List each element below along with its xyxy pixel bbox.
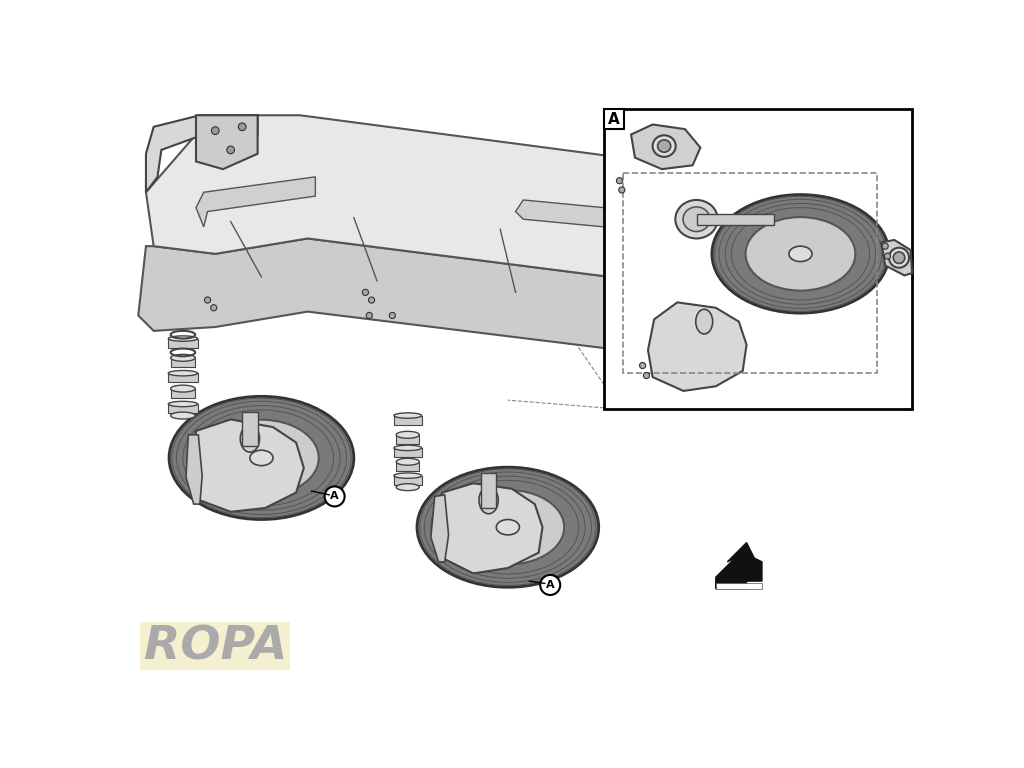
Ellipse shape [394, 473, 422, 478]
Ellipse shape [171, 385, 196, 392]
Bar [168, 339, 198, 348]
Polygon shape [193, 419, 304, 511]
Ellipse shape [394, 445, 422, 451]
Circle shape [616, 177, 623, 184]
Bar [394, 475, 422, 485]
Bar [624, 173, 878, 373]
Polygon shape [437, 483, 543, 574]
Bar [171, 358, 196, 367]
Ellipse shape [712, 194, 889, 313]
Polygon shape [515, 200, 685, 234]
Polygon shape [716, 543, 762, 589]
Ellipse shape [204, 420, 318, 496]
Bar [243, 412, 258, 446]
Text: A: A [546, 580, 555, 590]
Circle shape [226, 146, 234, 154]
Text: A: A [608, 111, 620, 127]
Polygon shape [186, 435, 202, 504]
Circle shape [640, 362, 646, 369]
Bar [604, 109, 912, 409]
Ellipse shape [396, 432, 419, 439]
Polygon shape [762, 258, 862, 358]
Bar [171, 389, 196, 398]
Text: ROPA: ROPA [143, 624, 287, 669]
Bar [696, 214, 773, 224]
Circle shape [885, 253, 891, 260]
Ellipse shape [250, 450, 273, 465]
Circle shape [369, 297, 375, 303]
Bar [168, 404, 198, 413]
Ellipse shape [893, 252, 905, 263]
Polygon shape [146, 115, 258, 192]
Ellipse shape [168, 402, 198, 407]
Polygon shape [648, 303, 746, 391]
Ellipse shape [169, 396, 354, 519]
Polygon shape [138, 238, 823, 369]
Circle shape [389, 313, 395, 319]
Ellipse shape [695, 310, 713, 334]
Circle shape [882, 243, 888, 250]
Circle shape [239, 123, 246, 131]
Ellipse shape [417, 467, 599, 588]
Ellipse shape [479, 487, 499, 514]
Polygon shape [882, 240, 912, 276]
Ellipse shape [241, 425, 259, 452]
Ellipse shape [396, 458, 419, 465]
Bar [604, 109, 625, 129]
Ellipse shape [452, 490, 564, 564]
Circle shape [618, 187, 625, 193]
Ellipse shape [168, 336, 198, 341]
Circle shape [325, 486, 345, 506]
Bar [168, 373, 198, 382]
Ellipse shape [745, 217, 855, 290]
Bar [716, 584, 762, 589]
Circle shape [362, 290, 369, 296]
Circle shape [211, 127, 219, 134]
Circle shape [541, 575, 560, 595]
Bar [481, 473, 497, 508]
Circle shape [643, 372, 649, 379]
Circle shape [367, 313, 373, 319]
Polygon shape [146, 115, 816, 296]
Ellipse shape [657, 140, 671, 152]
Ellipse shape [171, 412, 196, 419]
Bar [394, 448, 422, 457]
Circle shape [205, 297, 211, 303]
Polygon shape [631, 124, 700, 169]
Ellipse shape [676, 200, 718, 238]
Ellipse shape [683, 207, 710, 231]
Bar [396, 435, 419, 444]
Polygon shape [431, 495, 449, 562]
Ellipse shape [168, 370, 198, 376]
Ellipse shape [171, 354, 196, 361]
Ellipse shape [652, 135, 676, 157]
Bar [396, 462, 419, 471]
Ellipse shape [889, 248, 909, 268]
Text: A: A [331, 492, 339, 502]
Ellipse shape [394, 413, 422, 419]
Polygon shape [196, 177, 315, 227]
Circle shape [211, 305, 217, 311]
Bar [394, 415, 422, 425]
Bar [140, 622, 290, 670]
Ellipse shape [497, 519, 519, 535]
Ellipse shape [788, 247, 812, 262]
Polygon shape [196, 115, 258, 169]
Ellipse shape [396, 484, 419, 491]
